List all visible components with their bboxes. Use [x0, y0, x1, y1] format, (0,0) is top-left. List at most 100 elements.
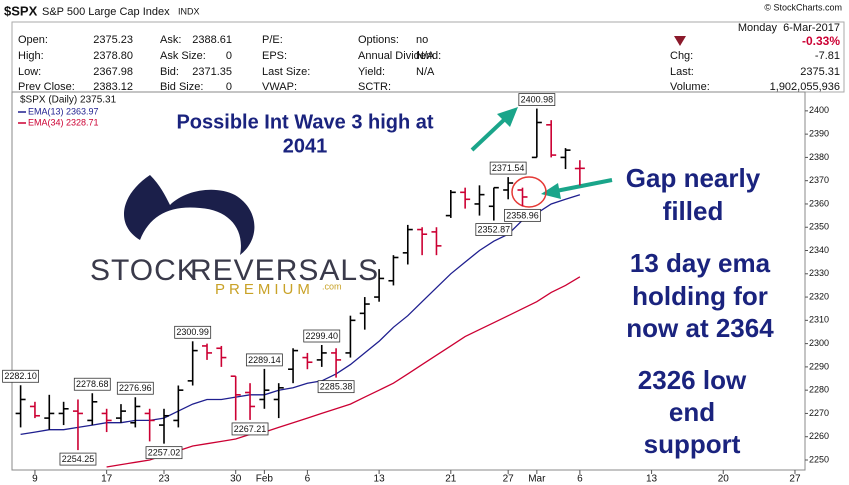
ohlc-bar	[29, 401, 40, 419]
ohlc-bar	[546, 120, 557, 158]
quote-label: SCTR:	[358, 81, 391, 93]
quote-label: VWAP:	[262, 81, 297, 93]
exchange: INDX	[178, 6, 200, 16]
y-tick-label: 2310	[809, 315, 829, 325]
ohlc-bar	[72, 399, 83, 451]
ohlc-bar	[202, 343, 213, 360]
down-triangle	[674, 36, 686, 46]
y-tick-label: 2260	[809, 431, 829, 441]
x-tick-label: 30	[230, 474, 242, 485]
ohlc-bar	[216, 345, 227, 367]
price-label: 2257.02	[148, 448, 181, 458]
x-tick-label: 17	[101, 474, 113, 485]
y-tick-label: 2280	[809, 385, 829, 395]
ohlc-bar	[130, 397, 141, 428]
y-tick-label: 2350	[809, 222, 829, 232]
price-label-box	[518, 93, 556, 106]
arrow	[555, 178, 613, 193]
ohlc-bar	[503, 177, 514, 200]
ohlc-bar	[517, 187, 528, 207]
y-tick-label: 2270	[809, 408, 829, 418]
price-label: 2282.10	[4, 371, 37, 381]
ohlc-bar	[331, 348, 342, 378]
copyright: © StockCharts.com	[764, 2, 842, 12]
legend-label: EMA(13) 2363.97	[28, 106, 99, 116]
quote-label: P/E:	[262, 34, 283, 46]
x-tick-label: 20	[718, 474, 730, 485]
quote-label: Last:	[670, 66, 694, 78]
brand-1: STOCK	[90, 254, 198, 287]
quote-label: Ask Size:	[160, 50, 206, 62]
quote-value: N/A	[416, 50, 435, 62]
quote-value: 2383.12	[93, 81, 133, 93]
ohlc-bar	[58, 401, 69, 426]
price-label-box	[504, 208, 541, 222]
price-label-box	[59, 452, 97, 466]
quote-value: 0	[226, 81, 232, 93]
y-tick-label: 2250	[809, 454, 829, 464]
legend-label: EMA(34) 2328.71	[28, 117, 99, 127]
price-label-box	[245, 353, 283, 367]
quote-value: 0	[226, 50, 232, 62]
x-tick-label: 13	[646, 474, 658, 485]
quote-value: 2367.98	[93, 66, 133, 78]
y-tick-label: 2300	[809, 338, 829, 348]
y-tick-label: 2340	[809, 245, 829, 255]
ohlc-bar	[560, 148, 571, 170]
ohlc-bar	[531, 108, 542, 159]
quote-table: Open: 2375.23 Ask: 2388.61 P/E: Options: no Hig…	[18, 34, 840, 93]
price-label-box	[73, 377, 111, 391]
quote-value: 2371.35	[192, 66, 232, 78]
ohlc-bar	[460, 187, 471, 209]
x-tick-label: 13	[374, 474, 386, 485]
y-tick-label: 2290	[809, 361, 829, 371]
ohlc-bar	[15, 385, 26, 428]
plot-area	[11, 91, 806, 471]
ohlc-bar	[173, 385, 184, 428]
change-pct: -0.33%	[802, 34, 840, 48]
y-tick-label: 2320	[809, 291, 829, 301]
price-label: 2400.98	[521, 94, 554, 104]
symbol: $SPX	[4, 3, 38, 18]
x-tick-label: Mar	[528, 474, 546, 485]
annotation: end	[669, 397, 715, 427]
price-label-box	[303, 329, 341, 343]
ohlc-bar	[259, 368, 270, 409]
ohlc-bar	[417, 227, 428, 256]
price-label-box	[317, 380, 355, 394]
ohlc-bar	[101, 408, 112, 433]
x-tick-label: 6	[305, 474, 311, 485]
y-tick-label: 2400	[809, 105, 829, 115]
price-label-box	[231, 422, 269, 436]
quote-label: Options:	[358, 34, 399, 46]
x-tick-label: 23	[158, 474, 170, 485]
ohlc-bar	[388, 255, 399, 286]
y-tick-label: 2360	[809, 198, 829, 208]
ohlc-bar	[44, 394, 55, 430]
price-label: 2289.14	[248, 355, 281, 365]
ohlc-bar	[488, 186, 499, 221]
price-label: 2254.25	[62, 454, 95, 464]
quote-label: Volume:	[670, 81, 710, 93]
ohlc-bar	[273, 383, 284, 419]
quote-value: 1,902,055,936	[770, 81, 840, 93]
annotation: support	[644, 429, 741, 459]
x-tick-label: Feb	[256, 474, 274, 485]
price-legend: $SPX (Daily) 2375.31	[20, 95, 117, 106]
ohlc-bar	[574, 160, 585, 186]
x-tick-label: 27	[503, 474, 515, 485]
ohlc-bar	[115, 404, 126, 423]
plot: 2250226022702280229023002310232023302340…	[2, 93, 829, 485]
price-label: 2278.68	[76, 379, 109, 389]
date: Monday 6-Mar-2017	[738, 22, 840, 34]
price-label-box	[116, 381, 154, 395]
x-tick-label: 9	[32, 474, 38, 485]
y-tick-label: 2330	[809, 268, 829, 278]
quote-label: Annual Dividend:	[358, 50, 441, 62]
quote-label: High:	[18, 50, 44, 62]
ohlc-bar	[359, 297, 370, 330]
quote-label: Ask:	[160, 34, 181, 46]
quote-value: 2375.31	[800, 66, 840, 78]
price-label: 2276.96	[119, 383, 152, 393]
quote-label: Chg:	[670, 50, 693, 62]
